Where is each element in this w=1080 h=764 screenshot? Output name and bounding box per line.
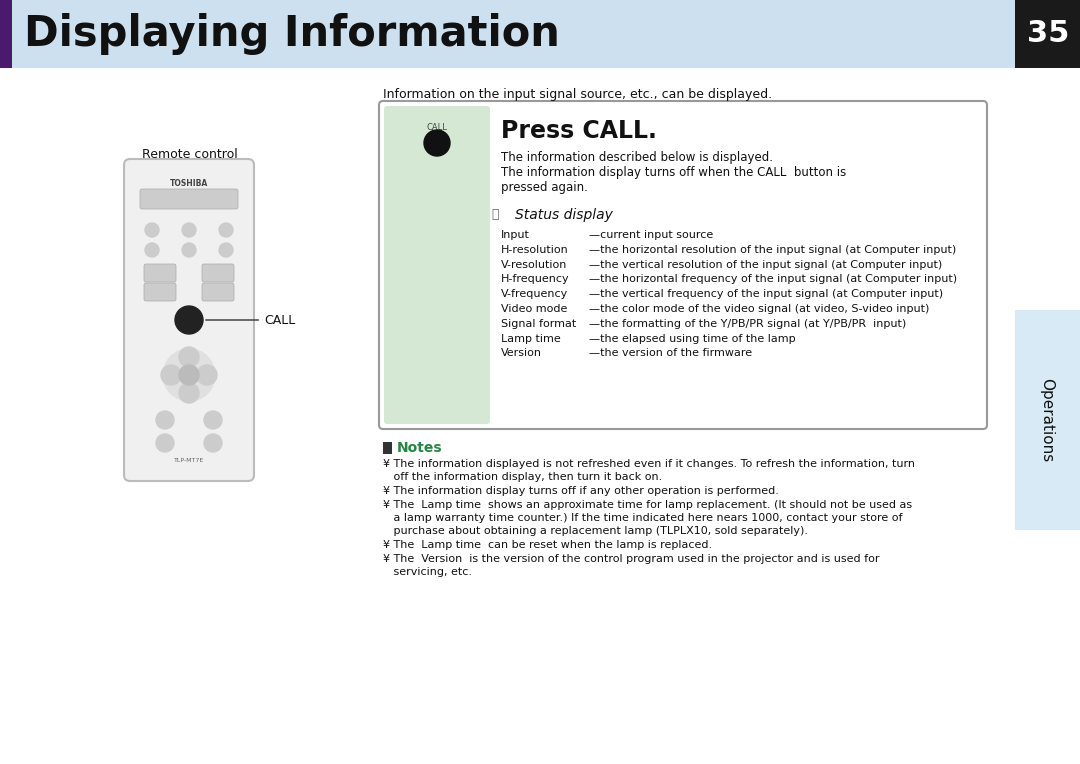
- Text: Lamp time: Lamp time: [501, 334, 561, 344]
- Text: H-resolution: H-resolution: [501, 244, 569, 255]
- Circle shape: [219, 223, 233, 237]
- Bar: [1015, 310, 1080, 530]
- FancyBboxPatch shape: [144, 283, 176, 301]
- Text: The information described below is displayed.: The information described below is displ…: [501, 151, 773, 164]
- Text: —the elapsed using time of the lamp: —the elapsed using time of the lamp: [589, 334, 796, 344]
- Text: ¥ The  Lamp time  can be reset when the lamp is replaced.: ¥ The Lamp time can be reset when the la…: [383, 540, 712, 550]
- Text: Information on the input signal source, etc., can be displayed.: Information on the input signal source, …: [383, 88, 772, 101]
- Text: ¥ The  Lamp time  shows an approximate time for lamp replacement. (It should not: ¥ The Lamp time shows an approximate tim…: [383, 500, 913, 510]
- Circle shape: [156, 411, 174, 429]
- Text: servicing, etc.: servicing, etc.: [383, 567, 472, 577]
- FancyBboxPatch shape: [202, 283, 234, 301]
- Text: CALL: CALL: [427, 122, 447, 131]
- Text: V-resolution: V-resolution: [501, 260, 567, 270]
- Circle shape: [163, 349, 215, 401]
- Text: ¥ The information displayed is not refreshed even if it changes. To refresh the : ¥ The information displayed is not refre…: [383, 459, 915, 469]
- Text: purchase about obtaining a replacement lamp (TLPLX10, sold separately).: purchase about obtaining a replacement l…: [383, 526, 808, 536]
- Circle shape: [179, 347, 199, 367]
- Text: TOSHIBA: TOSHIBA: [170, 179, 208, 187]
- Text: Press CALL.: Press CALL.: [501, 119, 657, 143]
- Circle shape: [175, 306, 203, 334]
- Text: The information display turns off when the CALL  button is: The information display turns off when t…: [501, 166, 847, 179]
- Text: pressed again.: pressed again.: [501, 181, 588, 194]
- Text: —the vertical frequency of the input signal (at Computer input): —the vertical frequency of the input sig…: [589, 290, 943, 299]
- Text: Notes: Notes: [397, 441, 443, 455]
- Text: —the version of the firmware: —the version of the firmware: [589, 348, 752, 358]
- Text: Input: Input: [501, 230, 530, 240]
- Text: Version: Version: [501, 348, 542, 358]
- Circle shape: [156, 434, 174, 452]
- Bar: [0, 0, 12, 68]
- Circle shape: [204, 434, 222, 452]
- FancyBboxPatch shape: [144, 264, 176, 282]
- FancyBboxPatch shape: [384, 106, 490, 424]
- Text: Video mode: Video mode: [501, 304, 567, 314]
- Text: —current input source: —current input source: [589, 230, 713, 240]
- Text: —the horizontal resolution of the input signal (at Computer input): —the horizontal resolution of the input …: [589, 244, 956, 255]
- Circle shape: [219, 243, 233, 257]
- FancyBboxPatch shape: [202, 264, 234, 282]
- Text: 📋: 📋: [491, 208, 499, 221]
- Text: Signal format: Signal format: [501, 319, 577, 329]
- Text: off the information display, then turn it back on.: off the information display, then turn i…: [383, 472, 662, 483]
- Text: ¥ The  Version  is the version of the control program used in the projector and : ¥ The Version is the version of the cont…: [383, 553, 879, 564]
- Circle shape: [179, 365, 199, 385]
- Circle shape: [145, 223, 159, 237]
- Bar: [383, 442, 392, 454]
- Bar: [0, 0, 1015, 68]
- Text: Displaying Information: Displaying Information: [24, 13, 559, 55]
- FancyBboxPatch shape: [379, 101, 987, 429]
- Text: —the horizontal frequency of the input signal (at Computer input): —the horizontal frequency of the input s…: [589, 274, 957, 284]
- Circle shape: [161, 365, 181, 385]
- FancyBboxPatch shape: [124, 159, 254, 481]
- Text: —the formatting of the Y/PB/PR signal (at Y/PB/PR  input): —the formatting of the Y/PB/PR signal (a…: [589, 319, 906, 329]
- Text: —the color mode of the video signal (at video, S-video input): —the color mode of the video signal (at …: [589, 304, 930, 314]
- Text: Operations: Operations: [1039, 378, 1054, 462]
- Bar: [1015, 0, 1080, 68]
- Text: —the vertical resolution of the input signal (at Computer input): —the vertical resolution of the input si…: [589, 260, 942, 270]
- Text: Remote control: Remote control: [143, 148, 238, 161]
- Circle shape: [204, 411, 222, 429]
- Circle shape: [145, 243, 159, 257]
- Text: H-frequency: H-frequency: [501, 274, 569, 284]
- Text: CALL: CALL: [206, 313, 295, 326]
- Circle shape: [424, 130, 450, 156]
- Text: ¥ The information display turns off if any other operation is performed.: ¥ The information display turns off if a…: [383, 486, 779, 496]
- FancyBboxPatch shape: [140, 189, 238, 209]
- Circle shape: [183, 223, 195, 237]
- Circle shape: [179, 383, 199, 403]
- Circle shape: [197, 365, 217, 385]
- Text: Status display: Status display: [515, 208, 612, 222]
- Text: a lamp warranty time counter.) If the time indicated here nears 1000, contact yo: a lamp warranty time counter.) If the ti…: [383, 513, 903, 523]
- Text: 35: 35: [1027, 20, 1069, 48]
- Text: V-frequency: V-frequency: [501, 290, 568, 299]
- Text: TLP-MT7E: TLP-MT7E: [174, 458, 204, 464]
- Circle shape: [183, 243, 195, 257]
